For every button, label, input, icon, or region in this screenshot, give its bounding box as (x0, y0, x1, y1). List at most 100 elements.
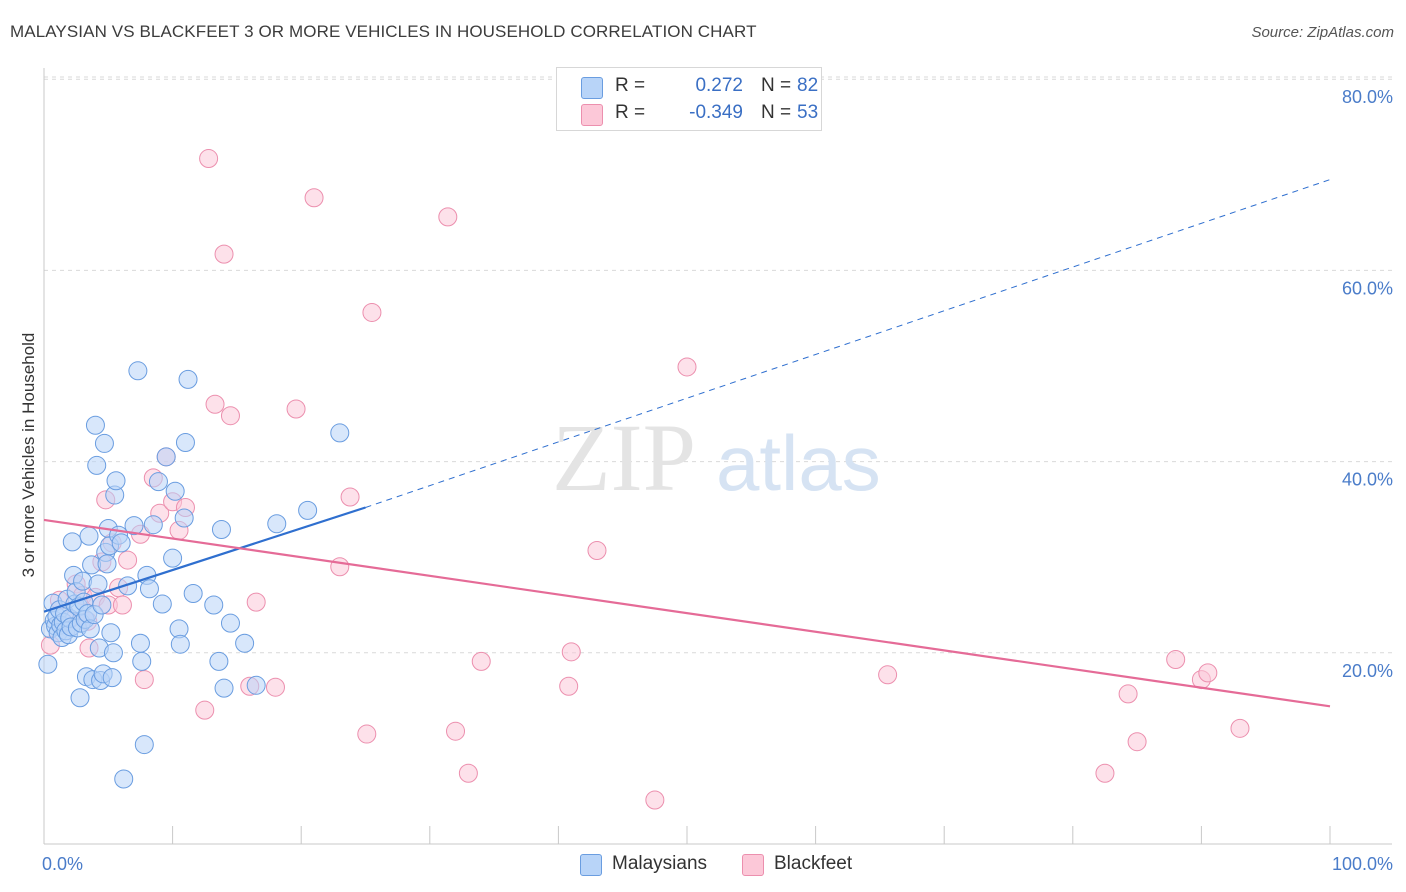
malaysians-point (174, 508, 194, 528)
malaysians-point (204, 595, 224, 615)
blackfeet-point (1127, 732, 1147, 752)
blackfeet-point (1166, 649, 1186, 669)
correlation-legend: R = 0.272 N = 82 R = -0.349 N = 53 (556, 67, 822, 131)
malaysians-point (183, 584, 203, 604)
legend-r-label: R = (615, 75, 646, 96)
malaysians-point (103, 643, 123, 663)
malaysians-point (106, 471, 126, 491)
malaysians-points (38, 361, 350, 789)
y-tick-label: 20.0% (1342, 661, 1393, 681)
malaysians-point (175, 432, 195, 452)
malaysians-point (124, 516, 144, 536)
malaysians-point (330, 423, 350, 443)
legend-n-label: N = (761, 102, 792, 123)
malaysians-point (85, 415, 105, 435)
legend-r-value: 0.272 (695, 75, 743, 96)
legend-swatch-blue (581, 77, 603, 99)
malaysians-trend-extension (365, 179, 1331, 508)
blackfeet-point (220, 406, 240, 426)
blackfeet-point (118, 550, 138, 570)
source-label: Source: ZipAtlas.com (1251, 24, 1394, 41)
malaysians-point (178, 369, 198, 389)
malaysians-point (211, 519, 231, 539)
malaysians-point (298, 500, 318, 520)
malaysians-point (132, 651, 152, 671)
chart-title: MALAYSIAN VS BLACKFEET 3 OR MORE VEHICLE… (10, 22, 757, 41)
malaysians-point (101, 623, 121, 643)
blackfeet-point (458, 763, 478, 783)
blackfeet-point (446, 721, 466, 741)
malaysians-point (163, 548, 183, 568)
x-tick-label: 0.0% (42, 854, 83, 874)
malaysians-point (267, 514, 287, 534)
watermark: ZIP atlas (552, 404, 881, 511)
trend-lines (43, 179, 1331, 708)
malaysians-point (114, 769, 134, 789)
watermark-atlas: atlas (716, 419, 881, 507)
malaysians-point (97, 554, 117, 574)
axis-labels: 20.0% 40.0% 60.0% 80.0% 0.0% 100.0% 3 or more … (19, 87, 1393, 874)
blackfeet-trend-line (43, 518, 1331, 708)
legend-swatch-pink (742, 854, 764, 876)
blackfeet-point (438, 207, 458, 227)
blackfeet-point (587, 541, 607, 561)
blackfeet-point (1095, 763, 1115, 783)
blackfeet-point (112, 595, 132, 615)
blackfeet-point (199, 149, 219, 169)
series-legend: Malaysians Blackfeet (0, 852, 1406, 878)
watermark-zip: ZIP (552, 404, 696, 511)
blackfeet-point (304, 188, 324, 208)
malaysians-point (73, 571, 93, 591)
x-tick-label: 100.0% (1332, 854, 1393, 874)
malaysians-point (156, 447, 176, 467)
blackfeet-point (878, 665, 898, 685)
blackfeet-point (246, 592, 266, 612)
blackfeet-point (1118, 684, 1138, 704)
malaysians-point (79, 526, 99, 546)
malaysians-point (94, 433, 114, 453)
legend-label-malaysians: Malaysians (612, 853, 708, 874)
y-tick-label: 40.0% (1342, 470, 1393, 490)
legend-n-value: 82 (797, 75, 819, 96)
malaysians-point (92, 595, 112, 615)
blackfeet-point (195, 700, 215, 720)
malaysians-point (139, 579, 159, 599)
malaysians-point (70, 688, 90, 708)
y-axis-title: 3 or more Vehicles in Household (19, 333, 38, 578)
malaysians-trend-line (43, 506, 366, 613)
legend-n-label: N = (761, 75, 792, 96)
malaysians-point (128, 361, 148, 381)
malaysians-point (165, 481, 185, 501)
malaysians-point (87, 455, 107, 475)
blackfeet-point (645, 790, 665, 810)
malaysians-point (130, 633, 150, 653)
blackfeet-point (559, 676, 579, 696)
malaysians-point (102, 668, 122, 688)
blackfeet-point (677, 357, 697, 377)
blackfeet-point (286, 399, 306, 419)
blackfeet-point (357, 724, 377, 744)
malaysians-point (152, 594, 172, 614)
malaysians-point (118, 576, 138, 596)
malaysians-point (246, 675, 266, 695)
malaysians-point (209, 651, 229, 671)
malaysians-point (220, 613, 240, 633)
blackfeet-point (1230, 718, 1250, 738)
y-tick-label: 60.0% (1342, 278, 1393, 298)
y-tick-label: 80.0% (1342, 87, 1393, 107)
malaysians-point (38, 654, 58, 674)
malaysians-point (88, 574, 108, 594)
gridlines (44, 76, 1392, 654)
malaysians-point (143, 515, 163, 535)
blackfeet-point (134, 670, 154, 690)
legend-r-label: R = (615, 102, 646, 123)
malaysians-point (62, 532, 82, 552)
legend-n-value: 53 (797, 102, 819, 123)
legend-swatch-blue (580, 854, 602, 876)
malaysians-point (111, 533, 131, 553)
legend-r-value: -0.349 (689, 102, 743, 123)
axes (43, 68, 1392, 845)
malaysians-point (214, 678, 234, 698)
blackfeet-point (265, 677, 285, 697)
